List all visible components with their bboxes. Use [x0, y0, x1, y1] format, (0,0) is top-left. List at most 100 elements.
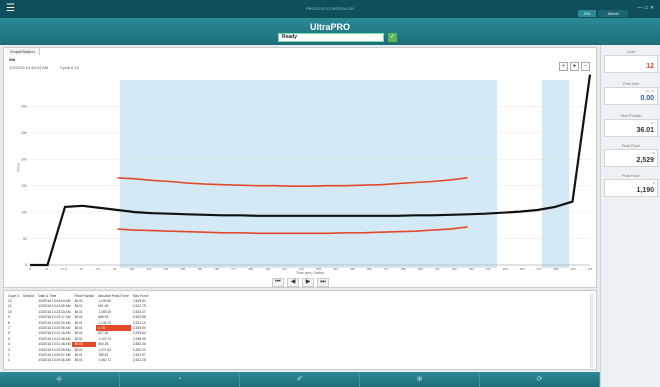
metric-unit: mm: [650, 121, 655, 125]
metric-unit: N: [652, 181, 655, 185]
tab-en[interactable]: EN: [578, 10, 596, 17]
table-cell: 36.01: [74, 320, 83, 325]
table-row[interactable]: 4 1/3/2016 10:21:48 AM 36.00 654.25 2,582.46: [6, 341, 150, 347]
window-controls[interactable]: — ▭ ✕: [637, 5, 654, 11]
x-tick-label: 100: [129, 267, 134, 271]
table-cell: 2,522.20: [132, 347, 146, 352]
table-row[interactable]: 5 1/3/2016 10:21:26 AM 36.01 1,122.74 2,528.…: [6, 336, 150, 341]
table-header[interactable]: Max Force: [132, 293, 149, 298]
title-bar: ☰ PROCESS CONTROLLER EN Select — ▭ ✕: [0, 0, 660, 18]
x-tick-label: 19: [79, 267, 83, 271]
x-tick-label: 400: [571, 267, 576, 271]
table-cell: 1/3/2016 10:22:00 AM: [38, 320, 71, 325]
table-cell: 1,071.62: [98, 347, 112, 352]
prev-icon[interactable]: ◀: [287, 278, 299, 287]
y-tick-label: 300: [21, 105, 27, 109]
table-cell: 4: [8, 342, 10, 347]
next-icon[interactable]: ▶: [302, 278, 314, 287]
table-row[interactable]: 3 1/3/2016 10:20:08 AM 36.01 1,071.62 2,522.…: [6, 347, 150, 352]
x-tick-label: 133: [163, 267, 168, 271]
series-line: [30, 74, 592, 267]
table-cell: 36.01: [74, 336, 83, 341]
reset-icon[interactable]: ◔: [120, 372, 240, 387]
table-cell: 6: [8, 331, 10, 336]
zoom-controls: + ● −: [559, 62, 590, 71]
panel-timestamp: 1/3/2016 10:44:04 AM: [9, 65, 49, 70]
table-cell: 2,528.99: [132, 336, 146, 341]
table-row[interactable]: 1 1/3/2016 10:19:46 AM 36.01 1,062.71 2,522.…: [6, 358, 150, 363]
edit-icon[interactable]: ✐: [240, 372, 360, 387]
x-tick-label: 355: [503, 267, 508, 271]
metric-value: 0.00: [640, 95, 654, 102]
table-cell: 1/3/2016 10:20:07 AM: [38, 352, 71, 357]
table-cell: 1,062.71: [98, 358, 112, 363]
table-header[interactable]: Absolute Peak Force: [98, 293, 129, 298]
metric-value: 2,529: [636, 157, 654, 164]
zoom-out-icon[interactable]: −: [581, 62, 590, 71]
table-header[interactable]: Final Position: [74, 293, 95, 298]
table-cell: 2,582.46: [132, 342, 146, 347]
table-row[interactable]: 12 1/3/2016 10:44:04 AM 36.01 1,190.84 2,529…: [6, 298, 150, 303]
y-tick-label: 150: [21, 184, 27, 188]
table-cell: 1,159.15: [98, 309, 112, 314]
table-cell: 2,519.64: [132, 331, 146, 336]
table-cell: 1,143.72: [98, 320, 112, 325]
table-cell: 2,522.97: [132, 352, 146, 357]
table-header[interactable]: Date & Time: [38, 293, 57, 298]
metric-label: Final Position: [620, 114, 642, 118]
x-tick-label: 199: [265, 267, 270, 271]
table-cell: 12: [8, 299, 12, 304]
y-axis-label: Force: [16, 162, 21, 172]
table-cell: 36.01: [74, 331, 83, 336]
table-scrollbar[interactable]: [590, 294, 594, 368]
status-field[interactable]: Ready: [278, 33, 384, 42]
add-icon[interactable]: ⊕: [360, 372, 480, 387]
metrics-panel: Cycle 12 Peak Area kN·mm 0.00 Final Position m…: [600, 45, 660, 387]
x-tick-label: 388: [554, 267, 559, 271]
table-cell: 10: [8, 309, 12, 314]
table-row[interactable]: 10 1/3/2016 10:23:33 AM 36.01 1,159.15 2,524…: [6, 309, 150, 314]
table-cell: [21, 358, 36, 363]
table-row[interactable]: 2 1/3/2016 10:20:07 AM 36.01 765.52 2,522.97: [6, 352, 150, 357]
table-cell: 2: [8, 352, 10, 357]
tab-select[interactable]: Select: [598, 10, 628, 17]
hamburger-icon[interactable]: ☰: [6, 3, 15, 14]
x-tick-label: 177: [231, 267, 236, 271]
export-icon[interactable]: ⎆: [0, 372, 120, 387]
metric-box: Peak Force kN 2,529: [604, 144, 658, 167]
station-window-right: [542, 80, 569, 268]
y-tick-label: 250: [21, 131, 27, 135]
table-header[interactable]: Serial #: [23, 293, 35, 298]
force-chart: 0 50 100 150 200 250 300 0 11 17.5 19 20 81 100 122 133…: [21, 74, 593, 271]
table-cell: 36.01: [74, 352, 83, 357]
table-row[interactable]: 7 1/3/2016 10:20:56 AM 36.01 4.78 2,539.60: [6, 325, 150, 331]
first-icon[interactable]: ⏮: [272, 278, 284, 287]
table-cell: 36.01: [74, 299, 83, 304]
y-tick-label: 50: [23, 237, 27, 241]
metric-box: Final Position mm 36.01: [604, 114, 658, 137]
metric-box: Peak Area kN·mm 0.00: [604, 82, 658, 105]
refresh-icon[interactable]: ⟳: [480, 372, 600, 387]
x-tick-label: 266: [367, 267, 372, 271]
window-title: PROCESS CONTROLLER: [305, 6, 354, 11]
zoom-in-icon[interactable]: +: [559, 62, 568, 71]
table-row[interactable]: 11 1/3/2016 10:24:55 AM 36.01 501.06 2,512.7…: [6, 304, 150, 309]
table-cell: 8: [8, 320, 10, 325]
table-cell: 1,190.84: [98, 299, 112, 304]
x-tick-label: 244: [333, 267, 338, 271]
pan-icon[interactable]: ●: [570, 62, 579, 71]
table-cell: 36.01: [74, 315, 83, 320]
last-icon[interactable]: ⏭: [317, 278, 329, 287]
table-row[interactable]: 6 1/3/2016 10:21:16 AM 36.01 627.36 2,519.64: [6, 331, 150, 336]
table-cell: 7: [8, 326, 10, 331]
table-header[interactable]: Cycle #: [8, 293, 19, 298]
x-axis-label: Time (sec) Station: [296, 271, 325, 275]
table-row[interactable]: 9 1/3/2016 10:23:17 AM 36.01 666.09 2,523.88: [6, 315, 150, 320]
table-cell: 36.01: [74, 304, 83, 309]
check-icon[interactable]: ✓: [388, 33, 397, 42]
tab-graph-station[interactable]: Graph/Station: [6, 48, 40, 55]
bottom-toolbar: ⎆ ◔ ✐ ⊕ ⟳: [0, 372, 600, 387]
table-cell: 4.78: [96, 325, 131, 331]
table-row[interactable]: 8 1/3/2016 10:22:00 AM 36.01 1,143.72 2,521.…: [6, 320, 150, 325]
x-tick-label: 322: [452, 267, 457, 271]
